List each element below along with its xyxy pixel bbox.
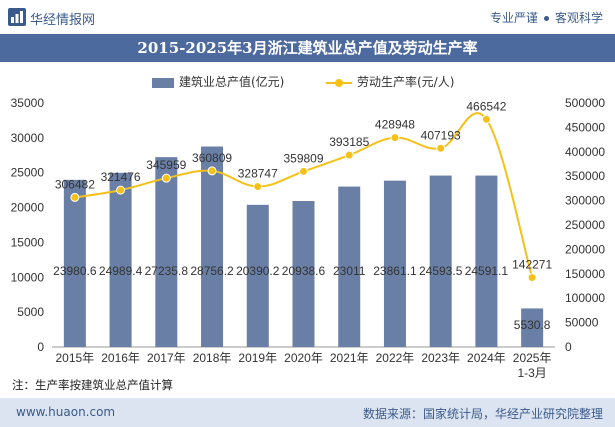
bar-output	[338, 186, 361, 347]
line-value-label: 306482	[55, 177, 95, 191]
y-left-tick-label: 10000	[11, 270, 45, 284]
line-value-label: 359809	[283, 151, 323, 165]
bar-output	[429, 175, 452, 347]
y-left-tick-label: 25000	[11, 166, 45, 180]
y-right-tick-label: 300000	[565, 194, 605, 208]
line-point-productivity	[527, 273, 537, 283]
line-point-productivity	[70, 192, 80, 202]
y-right-tick-label: 400000	[565, 145, 605, 159]
site-header: 华经情报网 专业严谨 客观科学	[0, 0, 615, 34]
line-value-label: 428948	[375, 118, 415, 132]
tagline-dot-icon	[543, 16, 549, 21]
bar-value-label: 27235.8	[145, 264, 189, 278]
y-left-tick-label: 15000	[11, 235, 45, 249]
line-value-label: 321476	[101, 170, 141, 184]
x-tick-label: 2023年	[421, 351, 460, 365]
y-left-tick-label: 30000	[11, 131, 45, 145]
legend-item-productivity: 劳动生产率(元/人)	[326, 73, 454, 90]
x-tick-label: 2021年	[330, 351, 369, 365]
y-left-tick-label: 20000	[11, 201, 45, 215]
bar-value-label: 20938.6	[282, 264, 326, 278]
x-tick-label: 2025年	[513, 351, 552, 365]
bar-output	[63, 179, 86, 347]
y-right-tick-label: 250000	[565, 218, 605, 232]
bar-output	[201, 146, 224, 347]
bar-value-label: 24591.1	[465, 264, 509, 278]
x-tick-label: 2015年	[56, 351, 95, 365]
chart-legend: 建筑业总产值(亿元) 劳动生产率(元/人)	[0, 73, 615, 93]
legend-line-swatch-icon	[326, 78, 352, 88]
line-value-label: 142271	[512, 258, 552, 272]
bar-value-label: 24989.4	[99, 264, 143, 278]
bar-output	[109, 172, 132, 347]
site-name: 华经情报网	[30, 13, 96, 28]
line-point-productivity	[436, 143, 446, 153]
bar-value-label: 23011	[333, 264, 366, 278]
footer-url-link[interactable]: www.huaon.com	[16, 405, 116, 419]
legend-label-output: 建筑业总产值(亿元)	[179, 75, 285, 89]
bar-output	[246, 204, 269, 347]
x-tick-label: 2020年	[284, 351, 323, 365]
y-right-tick-label: 100000	[565, 291, 605, 305]
bar-output	[383, 180, 406, 347]
line-point-productivity	[299, 166, 308, 176]
footer-source: 数据来源：国家统计局，华经产业研究院整理	[362, 407, 603, 421]
x-tick-label: 2022年	[376, 351, 415, 365]
y-left-tick-label: 0	[37, 340, 44, 354]
chart-footnote: 注：生产率按建筑业总产值计算	[12, 378, 173, 392]
bar-output	[521, 308, 544, 347]
tagline-right: 客观科学	[554, 11, 603, 25]
x-tick-label-line2: 1-3月	[517, 366, 546, 380]
x-tick-label: 2024年	[467, 351, 506, 365]
line-point-productivity	[481, 114, 491, 124]
huajing-logo-icon	[8, 8, 26, 26]
bar-value-label: 23861.1	[373, 264, 417, 278]
legend-item-output: 建筑业总产值(亿元)	[152, 73, 284, 90]
line-point-productivity	[207, 166, 217, 176]
bar-output	[475, 175, 498, 347]
line-productivity	[74, 112, 534, 278]
line-point-productivity	[116, 185, 126, 195]
legend-bar-swatch-icon	[152, 77, 174, 88]
chart-title-bar: 2015-2025年3月浙江建筑业总产值及劳动生产率	[0, 34, 615, 62]
bar-output	[155, 157, 178, 347]
bar-output	[292, 201, 315, 347]
line-value-label: 345959	[146, 158, 186, 172]
y-right-tick-label: 200000	[565, 242, 605, 256]
y-right-tick-label: 0	[565, 340, 572, 354]
line-value-label: 407193	[421, 128, 461, 142]
bar-value-label: 23980.6	[53, 264, 97, 278]
y-right-tick-label: 450000	[565, 120, 605, 134]
y-right-tick-label: 500000	[565, 96, 605, 110]
x-tick-label: 2018年	[193, 351, 232, 365]
line-value-label: 328747	[238, 167, 278, 181]
y-left-tick-label: 35000	[11, 96, 45, 110]
bar-value-label: 24593.5	[419, 264, 463, 278]
x-tick-label: 2019年	[238, 351, 277, 365]
tagline-left: 专业严谨	[489, 11, 538, 25]
y-right-tick-label: 150000	[565, 267, 605, 281]
line-point-productivity	[344, 150, 354, 160]
y-right-tick-label: 50000	[565, 316, 599, 330]
line-value-label: 360809	[192, 151, 232, 165]
bar-value-label: 20390.2	[236, 264, 280, 278]
line-point-productivity	[161, 173, 171, 183]
bar-value-label: 5530.8	[514, 318, 551, 332]
site-footer: www.huaon.com 数据来源：国家统计局，华经产业研究院整理	[0, 398, 615, 427]
line-value-label: 466542	[466, 99, 506, 113]
line-point-productivity	[253, 182, 263, 192]
x-tick-label: 2017年	[147, 351, 186, 365]
site-tagline: 专业严谨 客观科学	[490, 9, 603, 26]
line-value-label: 393185	[329, 135, 369, 149]
line-point-productivity	[390, 133, 400, 143]
y-right-tick-label: 350000	[565, 169, 605, 183]
chart-title: 2015-2025年3月浙江建筑业总产值及劳动生产率	[137, 39, 478, 57]
x-tick-label: 2016年	[101, 351, 140, 365]
bar-value-label: 28756.2	[190, 264, 234, 278]
y-left-tick-label: 5000	[17, 305, 44, 319]
legend-label-productivity: 劳动生产率(元/人)	[357, 75, 455, 89]
